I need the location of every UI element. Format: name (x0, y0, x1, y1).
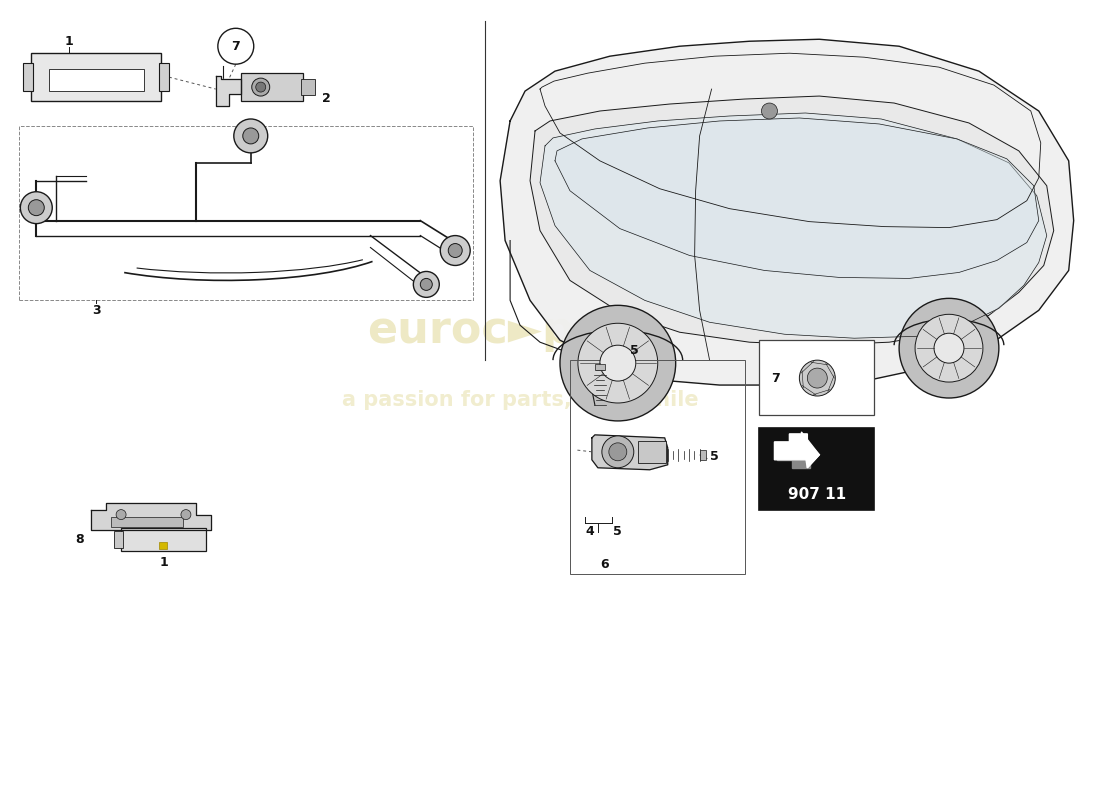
Text: 5: 5 (711, 450, 719, 463)
Bar (20, 126, 473, 300)
Polygon shape (91, 502, 211, 530)
Circle shape (915, 314, 983, 382)
Polygon shape (500, 39, 1074, 385)
Polygon shape (802, 432, 820, 468)
Circle shape (578, 323, 658, 403)
Bar (700, 450, 705, 460)
Text: 6: 6 (601, 558, 609, 571)
Text: 1: 1 (160, 556, 168, 569)
Circle shape (600, 345, 636, 381)
Bar (241, 73, 302, 101)
Bar (23, 63, 33, 91)
Bar (111, 517, 183, 526)
Polygon shape (540, 113, 1047, 338)
Bar (759, 340, 874, 415)
Text: 2: 2 (322, 91, 331, 105)
Bar (160, 542, 167, 550)
Circle shape (20, 192, 53, 224)
Text: 8: 8 (75, 533, 84, 546)
Circle shape (602, 436, 634, 468)
Bar (31, 54, 161, 101)
Circle shape (234, 119, 267, 153)
Bar (638, 441, 666, 462)
Circle shape (243, 128, 258, 144)
Bar (570, 360, 745, 574)
Circle shape (414, 271, 439, 298)
Polygon shape (778, 452, 811, 468)
Text: euroc►parts: euroc►parts (366, 309, 673, 352)
Bar (114, 530, 123, 549)
Circle shape (117, 510, 126, 519)
Circle shape (761, 103, 778, 119)
Text: 4: 4 (585, 525, 594, 538)
Polygon shape (216, 76, 241, 106)
Circle shape (609, 443, 627, 461)
Polygon shape (556, 118, 1038, 278)
Text: 5: 5 (614, 525, 623, 538)
Text: 5: 5 (630, 344, 639, 357)
Circle shape (449, 243, 462, 258)
Circle shape (29, 200, 44, 216)
Bar (121, 527, 206, 551)
Polygon shape (774, 434, 820, 468)
Circle shape (252, 78, 270, 96)
Circle shape (800, 360, 835, 396)
Circle shape (934, 334, 964, 363)
Circle shape (807, 368, 827, 388)
Circle shape (255, 82, 266, 92)
Bar (160, 63, 169, 91)
Circle shape (180, 510, 191, 519)
Text: a passion for parts, extra mile: a passion for parts, extra mile (342, 390, 698, 410)
Bar (300, 79, 315, 95)
Polygon shape (592, 435, 668, 470)
Circle shape (560, 306, 675, 421)
Text: 1: 1 (65, 34, 74, 48)
Text: 907 11: 907 11 (789, 486, 846, 502)
Text: 7: 7 (231, 40, 240, 53)
Circle shape (420, 278, 432, 290)
Text: 7: 7 (771, 371, 780, 385)
Bar (759, 428, 874, 510)
Bar (50, 69, 144, 91)
Circle shape (899, 298, 999, 398)
Polygon shape (530, 96, 1054, 345)
Circle shape (440, 235, 470, 266)
Bar (595, 364, 605, 370)
Text: 3: 3 (91, 304, 100, 317)
